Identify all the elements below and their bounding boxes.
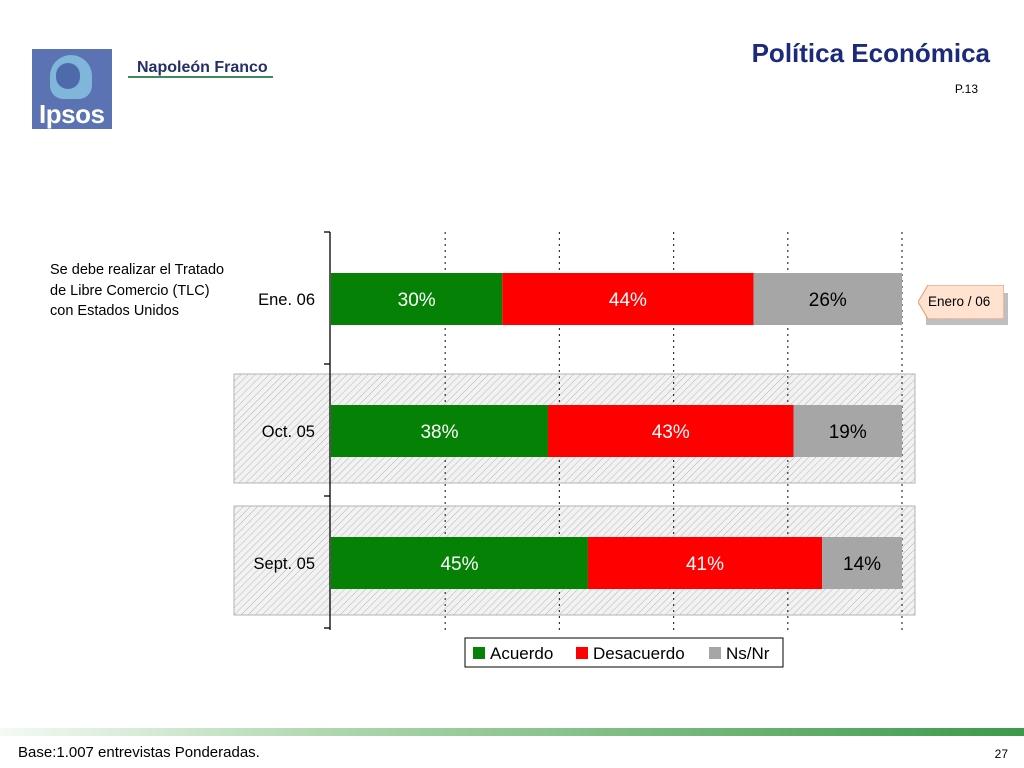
data-label-sept-05-ns-nr: 14% [843, 554, 881, 575]
legend-swatch-acuerdo [473, 647, 485, 659]
footer-base-note: Base:1.007 entrevistas Ponderadas. [18, 744, 260, 761]
bar-sept-05-acuerdo [331, 537, 588, 589]
footer-bar [0, 728, 1024, 736]
bar-ene-06-acuerdo [331, 273, 503, 325]
data-label-sept-05-desacuerdo: 41% [686, 554, 724, 575]
partner-underline [128, 76, 273, 78]
category-label-oct-05: Oct. 05 [262, 423, 315, 441]
category-label-ene-06: Ene. 06 [258, 291, 315, 309]
period-tag: Enero / 06 [918, 285, 1008, 325]
data-label-oct-05-ns-nr: 19% [829, 422, 867, 443]
question-text: Se debe realizar el Tratado de Libre Com… [50, 262, 225, 319]
bar-oct-05-desacuerdo [547, 405, 794, 457]
ipsos-logo: Ipsos [32, 49, 112, 129]
partner-name: Napoleón Franco [137, 59, 268, 76]
bar-oct-05-acuerdo [331, 405, 548, 457]
bar-sept-05-ns-nr [822, 537, 902, 589]
bar-ene-06-ns-nr [753, 273, 902, 325]
legend-swatch-desacuerdo [576, 647, 588, 659]
page-title: Política Económica [751, 38, 990, 68]
data-label-ene-06-ns-nr: 26% [809, 290, 847, 311]
legend-label-desacuerdo: Desacuerdo [593, 644, 685, 663]
data-label-ene-06-desacuerdo: 44% [609, 290, 647, 311]
legend-label-acuerdo: Acuerdo [490, 644, 553, 663]
data-label-oct-05-desacuerdo: 43% [652, 422, 690, 443]
legend-box [464, 637, 784, 668]
question-code: P.13 [954, 82, 978, 96]
legend-label-ns-nr: Ns/Nr [726, 644, 770, 663]
data-label-sept-05-acuerdo: 45% [440, 554, 478, 575]
page-number: 27 [994, 747, 1008, 761]
logo-face-shape [56, 63, 80, 89]
period-tag-label: Enero / 06 [928, 294, 991, 309]
period-tag-shape [918, 285, 1004, 319]
legend-swatch-ns-nr [709, 647, 721, 659]
data-label-oct-05-acuerdo: 38% [420, 422, 458, 443]
bar-sept-05-desacuerdo [587, 537, 823, 589]
category-label-sept-05: Sept. 05 [254, 555, 315, 573]
logo-text: Ipsos [39, 99, 105, 129]
data-label-ene-06-acuerdo: 30% [398, 290, 436, 311]
bar-oct-05-ns-nr [793, 405, 902, 457]
bar-ene-06-desacuerdo [502, 273, 754, 325]
